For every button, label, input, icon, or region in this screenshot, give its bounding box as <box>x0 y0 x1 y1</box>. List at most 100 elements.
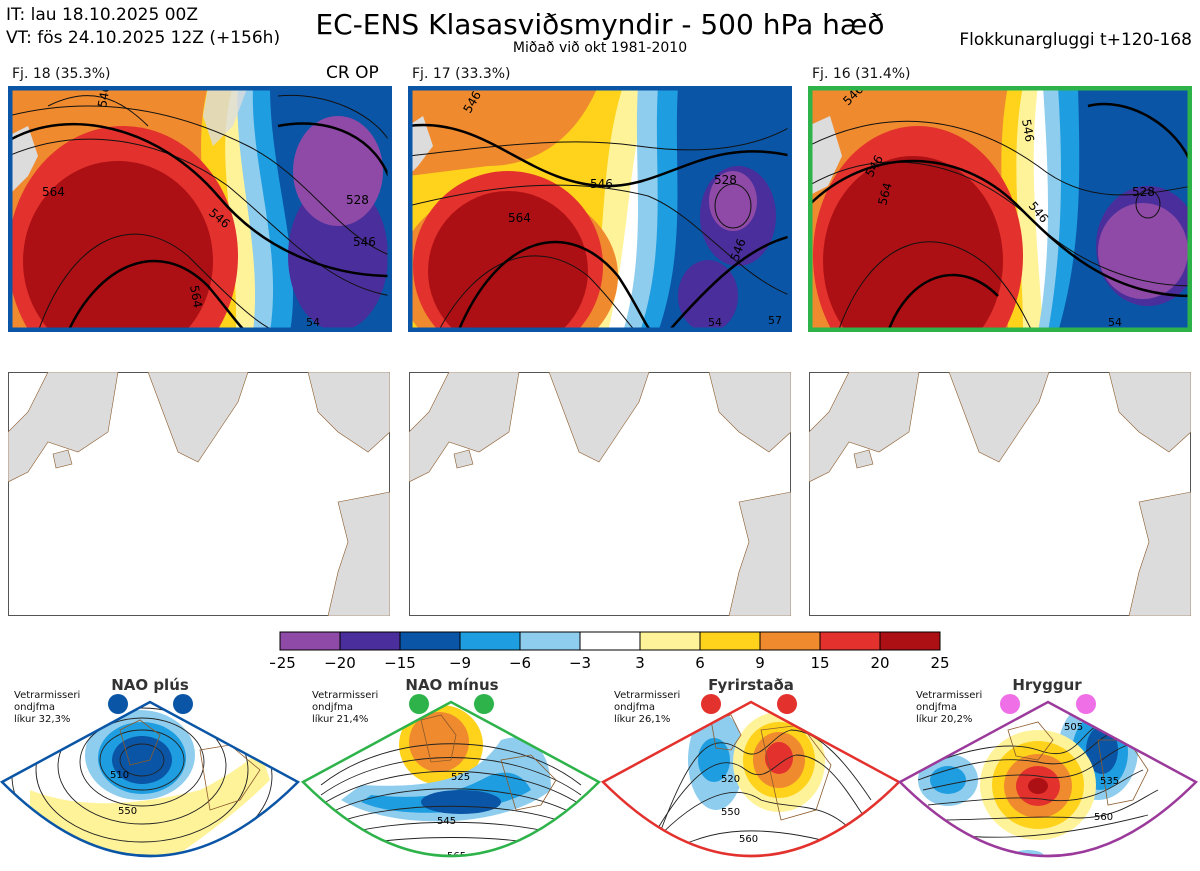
colorbar-cell-7 <box>699 631 761 651</box>
classification-window: Flokkunargluggi t+120-168 <box>959 30 1192 50</box>
regime-1-meta: Vetrarmisseri ondjfma líkur 32,3% <box>14 690 80 726</box>
colorbar-tick-11: 25 <box>930 654 949 672</box>
regime-3-title: Fyrirstaða <box>708 676 794 694</box>
panel-2-contour-6: 54 <box>708 316 722 329</box>
regime-1-contour-1: 510 <box>110 770 129 781</box>
colorbar-cell-2 <box>399 631 461 651</box>
regime-map-2: 525 545 565 <box>301 694 602 862</box>
colorbar-tick-8: 9 <box>755 654 765 672</box>
regime-4-contour-3: 560 <box>1094 812 1113 823</box>
panel-1-contour-2: 528 <box>346 193 369 207</box>
colorbar: −25 −20 −15 −9 −6 −3 3 6 9 15 20 25 <box>270 631 950 672</box>
regime-3-meta-line-3: líkur 26,1% <box>614 714 671 725</box>
panel-2-contour-2: 546 <box>590 177 613 191</box>
colorbar-tick-0: −25 <box>270 654 296 672</box>
regime-2-contour-2: 545 <box>437 816 456 827</box>
panel-3-label: Fj. 16 (31.4%) <box>812 66 911 82</box>
regime-4-title: Hryggur <box>1012 676 1082 694</box>
panel-2-contour-4: 528 <box>714 173 737 187</box>
regime-4-meta-line-3: líkur 20,2% <box>916 714 973 725</box>
colorbar-cell-9 <box>819 631 881 651</box>
page-subtitle: Miðað við okt 1981-2010 <box>512 40 688 56</box>
panel-1-label: Fj. 18 (35.3%) <box>12 66 111 82</box>
panel-1-contour-6: 564 <box>187 284 205 309</box>
panel-2-label: Fj. 17 (33.3%) <box>412 66 511 82</box>
regime-map-1: 510 550 <box>0 694 301 858</box>
regime-3-contour-2: 550 <box>721 807 740 818</box>
cluster-map-1: 546 528 546 564 546 564 54 <box>8 86 392 332</box>
regime-2-border <box>301 700 602 858</box>
regime-2-contour-1: 525 <box>451 772 470 783</box>
regime-1-title: NAO plús <box>111 676 189 694</box>
regime-map-3: 520 550 560 <box>601 694 902 858</box>
regime-4-contour-2: 535 <box>1100 776 1119 787</box>
colorbar-cell-6 <box>639 631 701 651</box>
initial-time: IT: lau 18.10.2025 00Z <box>6 5 198 25</box>
colorbar-cell-3 <box>459 631 521 651</box>
colorbar-tick-4: −6 <box>509 654 531 672</box>
regime-3-meta-line-1: Vetrarmisseri <box>614 690 681 701</box>
colorbar-tick-9: 15 <box>810 654 829 672</box>
regime-4-contour-1: 505 <box>1064 722 1083 733</box>
cluster-map-3: 546 546 564 528 546 546 54 <box>808 86 1192 332</box>
header-times: IT: lau 18.10.2025 00Z VT: fös 24.10.202… <box>6 4 280 50</box>
regime-3-meta-line-2: ondjfma <box>614 702 655 713</box>
base-map-1 <box>8 372 390 616</box>
regime-4-meta-line-2: ondjfma <box>916 702 957 713</box>
colorbar-tick-10: 20 <box>870 654 889 672</box>
panel-2-contour-7: 57 <box>768 314 782 327</box>
regime-3-meta: Vetrarmisseri ondjfma líkur 26,1% <box>614 690 680 726</box>
panel-3-contour-4: 528 <box>1132 185 1155 199</box>
regime-2-meta: Vetrarmisseri ondjfma líkur 21,4% <box>312 690 378 726</box>
regime-map-4: 505 535 560 <box>898 694 1199 858</box>
regime-1-contour-2: 550 <box>118 806 137 817</box>
panel-1-contour-1: 546 <box>95 86 113 109</box>
regime-3-border <box>601 700 902 858</box>
colorbar-tick-5: −3 <box>569 654 591 672</box>
regime-4-marker-right <box>1076 694 1096 714</box>
regime-2-contour-3: 565 <box>447 851 466 862</box>
cluster-map-2: 546 546 564 528 546 54 57 <box>408 86 792 332</box>
panel-3-contour-6: 546 <box>1019 118 1037 143</box>
panel-1-contour-5: 546 <box>353 235 376 249</box>
regime-2-marker-right <box>474 694 494 714</box>
panel-3-contour-7: 54 <box>1108 316 1122 329</box>
colorbar-cell-1 <box>339 631 401 651</box>
regime-1-meta-line-1: Vetrarmisseri <box>14 690 81 701</box>
regime-3-marker-right <box>777 694 797 714</box>
panel-1-flag: CR OP <box>326 63 379 83</box>
regime-3-contour-3: 560 <box>739 834 758 845</box>
valid-time: VT: fös 24.10.2025 12Z (+156h) <box>6 28 281 48</box>
colorbar-cells <box>279 631 941 651</box>
regime-1-meta-line-3: líkur 32,3% <box>14 714 71 725</box>
colorbar-tick-7: 6 <box>695 654 705 672</box>
panel-1-contour-7: 54 <box>306 316 320 329</box>
regime-2-meta-line-1: Vetrarmisseri <box>312 690 379 701</box>
regime-4-meta: Vetrarmisseri ondjfma líkur 20,2% <box>916 690 982 726</box>
colorbar-cell-8 <box>759 631 821 651</box>
base-map-3 <box>809 372 1191 616</box>
regime-3-contour-1: 520 <box>721 774 740 785</box>
colorbar-cell-0 <box>279 631 341 651</box>
regime-4-marker-left <box>1000 694 1020 714</box>
regime-3-marker-left <box>701 694 721 714</box>
panel-3-contour-3: 564 <box>875 181 894 207</box>
colorbar-cell-4 <box>519 631 581 651</box>
panel-1-border <box>8 86 392 332</box>
colorbar-ticks: −25 −20 −15 −9 −6 −3 3 6 9 15 20 25 <box>270 654 950 672</box>
colorbar-tick-3: −9 <box>449 654 471 672</box>
base-map-2 <box>409 372 791 616</box>
colorbar-tick-2: −15 <box>384 654 416 672</box>
regime-1-marker-left <box>108 694 128 714</box>
regime-2-title: NAO mínus <box>405 676 499 694</box>
regime-1-marker-right <box>173 694 193 714</box>
colorbar-cell-10 <box>879 631 941 651</box>
panel-1-contour-4: 564 <box>42 185 65 199</box>
colorbar-tick-1: −20 <box>324 654 356 672</box>
regime-4-meta-line-1: Vetrarmisseri <box>916 690 983 701</box>
panel-3-border <box>808 86 1192 332</box>
regime-4-border <box>898 700 1199 858</box>
panel-2-border <box>408 86 792 332</box>
regime-2-meta-line-3: líkur 21,4% <box>312 714 369 725</box>
regime-2-meta-line-2: ondjfma <box>312 702 353 713</box>
